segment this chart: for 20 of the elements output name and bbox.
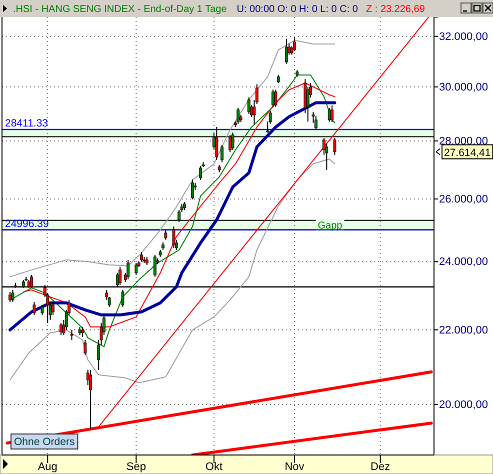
y-tick-label: 20.000,00 <box>439 398 488 411</box>
text: 27.614,41 <box>444 146 491 159</box>
annotation: Ohne Orders <box>14 436 75 448</box>
x-tick-label: Nov <box>284 460 305 473</box>
ref-line-label: 28411.33 <box>5 118 48 130</box>
chart-subtitle: U: 00:00 O: 0 H: 0 L: 0 C: 0 <box>236 4 358 15</box>
y-tick-label: 24.000,00 <box>439 256 488 268</box>
y-tick-label: 26.000,00 <box>439 193 488 206</box>
band-label: Gapp <box>318 220 343 232</box>
x-tick-label: Aug <box>38 460 58 473</box>
y-tick-label: 30.000,00 <box>439 81 488 94</box>
y-tick-label: 28.000,00 <box>439 135 488 148</box>
y-tick-label: 32.000,00 <box>439 30 488 43</box>
x-tick-label: Sep <box>126 460 146 473</box>
y-tick-label: 22.000,00 <box>439 324 488 336</box>
chart-title: .HSI - HANG SENG INDEX - End-of-Day 1 Tage <box>13 4 228 15</box>
text: Z : 23.226,69 <box>366 4 426 15</box>
ref-line-label: 24996.39 <box>5 218 49 230</box>
x-tick-label: Dez <box>370 460 390 473</box>
x-tick-label: Okt <box>205 460 223 473</box>
